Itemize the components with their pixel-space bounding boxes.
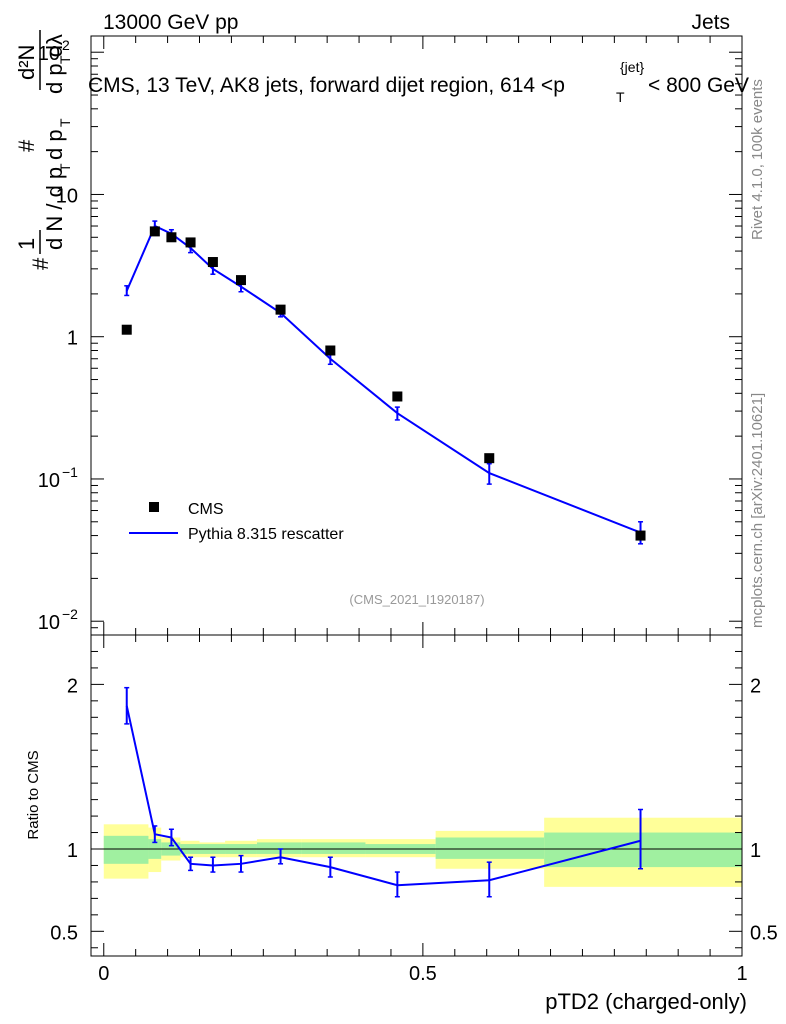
ratio-panel-frame	[90, 634, 743, 957]
y-tick-label: 1	[67, 328, 78, 350]
header-right: Jets	[691, 11, 730, 34]
legend-cms-label: CMS	[188, 501, 224, 518]
y-tick-label: 10	[38, 43, 60, 65]
cms-data-point	[149, 226, 160, 237]
y-label-t-sub2: T	[57, 118, 73, 127]
cms-data-point	[185, 237, 196, 248]
ratio-y-tick-label: 1	[67, 840, 78, 862]
cms-data-point	[635, 530, 646, 541]
mcplots-label: mcplots.cern.ch [arXiv:2401.10621]	[749, 393, 766, 628]
y-tick-label-exponent: −2	[62, 606, 78, 622]
ratio-series	[124, 686, 644, 898]
ratio-band-inner	[103, 835, 149, 864]
rivet-label: Rivet 4.1.0, 100k events	[749, 79, 766, 240]
x-tick-label: 1	[736, 963, 747, 985]
y-label-t-sub3: T	[57, 55, 73, 64]
ratio-bands	[91, 817, 742, 887]
ratio-band-inner	[256, 842, 302, 854]
y-label-d2n: d²N	[14, 45, 39, 80]
main-title-sub: T	[616, 89, 625, 105]
cms-data-point	[484, 453, 495, 464]
ratio-y-tick-label-right: 0.5	[750, 922, 778, 944]
x-axis: 0 0.5 1	[98, 635, 748, 985]
y-label-hash1: #	[28, 257, 53, 270]
y-tick-label: 10	[56, 185, 78, 207]
legend-mc-label: Pythia 8.315 rescatter	[188, 526, 344, 543]
cms-data-point	[166, 232, 177, 243]
ratio-y-tick-label-right: 1	[750, 840, 761, 862]
y-label-dn: d N / d p	[42, 167, 67, 250]
ratio-band-inner	[435, 837, 545, 859]
cms-data-point	[207, 257, 218, 268]
ratio-y-tick-label-right: 2	[750, 675, 761, 697]
y-tick-label: 10	[38, 612, 60, 634]
cms-data-point	[121, 324, 132, 335]
main-y-label: # 1 d N / d p T # d p T d²N d p dλ T	[14, 30, 73, 270]
ratio-y-axis: 0.5 0.5 1 1 2 2	[50, 650, 778, 949]
ratio-bands-clip-bg	[91, 635, 742, 956]
ratio-band-inner	[301, 842, 366, 854]
cms-data-point	[392, 391, 403, 402]
legend: CMS Pythia 8.315 rescatter	[129, 501, 344, 543]
x-axis-label: pTD2 (charged-only)	[545, 989, 747, 1014]
cms-data-point	[235, 275, 246, 286]
y-label-t-sub: T	[57, 163, 73, 172]
ratio-band-inner	[544, 832, 742, 868]
analysis-id: (CMS_2021_I1920187)	[349, 592, 484, 607]
legend-cms-marker	[149, 502, 159, 512]
main-panel-frame	[90, 35, 743, 636]
y-tick-label-exponent: 2	[62, 37, 70, 53]
y-label-dpt: d p	[42, 129, 67, 160]
y-label-one: 1	[14, 238, 39, 250]
ratio-panel: 0.5 0.51 12 2 0 0.5 1 Ratio to CMS pTD2 (char…	[25, 634, 778, 1014]
y-label-hash2: #	[14, 139, 39, 152]
header-left: 13000 GeV pp	[103, 11, 238, 34]
x-tick-label: 0.5	[409, 963, 437, 985]
main-title-sup: {jet}	[620, 59, 644, 75]
main-title-prefix: CMS, 13 TeV, AK8 jets, forward dijet reg…	[88, 74, 565, 97]
mc-line	[125, 224, 641, 534]
ratio-y-tick-label: 0.5	[50, 922, 78, 944]
y-tick-label: 10	[38, 470, 60, 492]
ratio-y-tick-label: 2	[67, 675, 78, 697]
x-tick-label: 0	[98, 963, 109, 985]
cms-data-point	[325, 345, 336, 356]
main-title-suffix: < 800 GeV	[648, 74, 749, 97]
main-title: CMS, 13 TeV, AK8 jets, forward dijet reg…	[88, 74, 565, 97]
main-series	[121, 220, 646, 545]
y-tick-label-exponent: −1	[62, 464, 78, 480]
y-label-dpt-dlambda: d p dλ	[42, 34, 67, 94]
cms-data-point	[275, 304, 286, 315]
ratio-y-label: Ratio to CMS	[25, 750, 42, 839]
